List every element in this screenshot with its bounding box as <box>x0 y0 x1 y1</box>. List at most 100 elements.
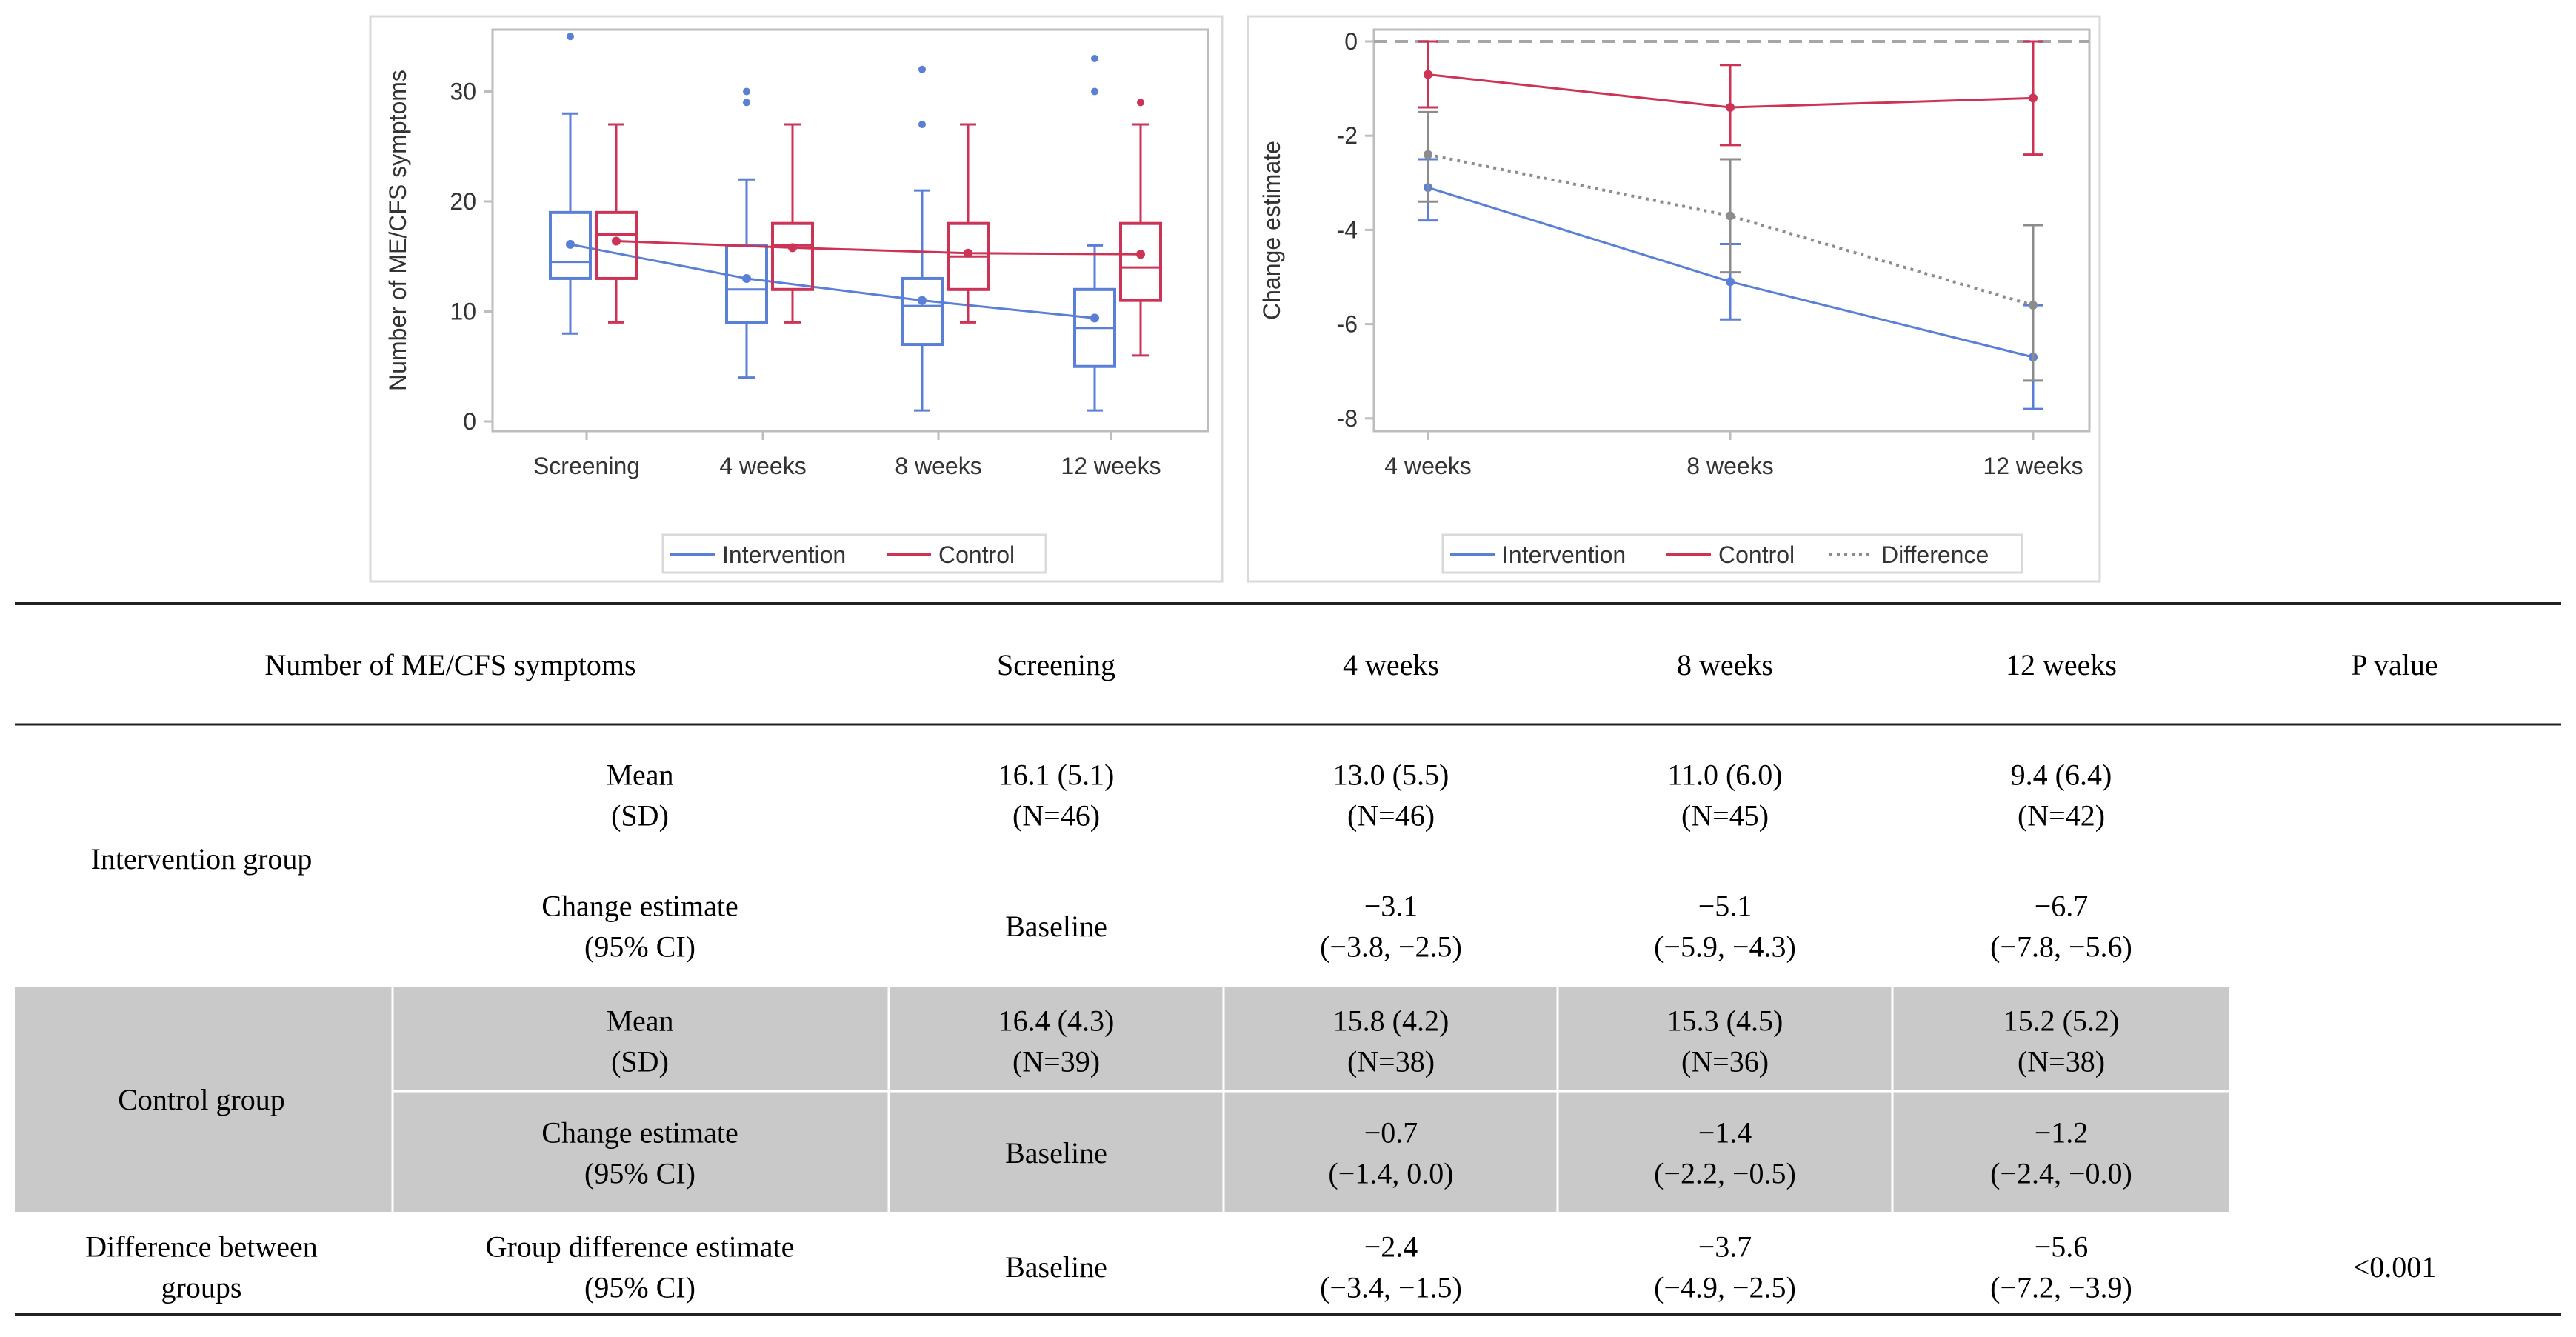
point-difference-0 <box>1418 110 1438 203</box>
x-tick-label: 4 weeks <box>1384 453 1471 479</box>
cell-change: (−5.9, −4.3) <box>1654 930 1796 964</box>
estimate-marker <box>2029 301 2038 310</box>
cell-change: Baseline <box>1005 910 1107 943</box>
x-tick-label: 12 weeks <box>1061 453 1161 479</box>
outlier-point <box>1091 87 1098 96</box>
cell-mean: (N=38) <box>2018 1045 2105 1078</box>
box-control-0 <box>595 123 638 324</box>
box-iqr <box>771 221 814 291</box>
legend2-intervention-label: Intervention <box>1502 541 1626 568</box>
y-tick-label: -4 <box>1337 216 1358 243</box>
mean-marker <box>788 243 797 253</box>
y-tick-label: -2 <box>1337 122 1358 149</box>
box-intervention-0 <box>549 33 592 335</box>
change-legend <box>1441 533 2023 574</box>
results-table: Number of ME/CFS symptoms Screening 4 week… <box>15 602 2561 1316</box>
mean-line-intervention <box>570 243 1095 319</box>
cell-change: −5.1 <box>1698 890 1752 923</box>
point-difference-1 <box>1720 158 1741 274</box>
cell-mean: (N=36) <box>1681 1045 1769 1078</box>
cell-change: (−3.8, −2.5) <box>1320 930 1462 964</box>
header-col: 8 weeks <box>1677 648 1773 681</box>
row-label-difference: (95% CI) <box>584 1271 695 1304</box>
outlier-point <box>1137 99 1144 107</box>
boxplot-layer: 0 10 20 30 Screening 4 weeks 8 weeks 12 weeks <box>450 33 1162 479</box>
mean-marker <box>918 296 927 305</box>
cell-change: (−7.8, −5.6) <box>1990 930 2132 964</box>
boxplot-panel <box>369 15 1224 583</box>
cell-change: −1.4 <box>1698 1116 1752 1150</box>
group-label-difference: Difference between <box>85 1230 318 1264</box>
cell-change: (−1.4, 0.0) <box>1328 1157 1453 1190</box>
cell-mean: 15.2 (5.2) <box>2003 1004 2120 1038</box>
point-control-0 <box>1418 40 1438 109</box>
cell-mean: 15.3 (4.5) <box>1667 1004 1783 1038</box>
estimate-marker <box>2029 93 2038 103</box>
cell-mean: (N=46) <box>1012 799 1100 833</box>
mean-marker <box>1090 313 1099 323</box>
cell-mean: 9.4 (6.4) <box>2011 758 2112 792</box>
cell-mean: (N=39) <box>1012 1045 1100 1078</box>
header-col: Screening <box>997 648 1115 681</box>
box-intervention-3 <box>1073 54 1116 412</box>
y-tick-label: 30 <box>450 79 476 105</box>
row-label-change: Change estimate <box>541 890 738 923</box>
change-layer: 0 -2 -4 -6 -8 4 weeks 8 weeks 12 weeks <box>1337 28 2089 479</box>
header-label: Number of ME/CFS symptoms <box>264 648 635 681</box>
y-tick-label: -6 <box>1337 311 1358 338</box>
row-label-mean: Mean <box>606 758 673 792</box>
y-tick-label: 0 <box>1344 28 1358 55</box>
cell-mean: 11.0 (6.0) <box>1667 758 1782 792</box>
cell-change: (−2.2, −0.5) <box>1654 1157 1796 1190</box>
mean-marker <box>742 273 751 283</box>
cell-change: Baseline <box>1005 1136 1107 1170</box>
box-iqr <box>1119 221 1162 302</box>
estimate-marker <box>1726 211 1735 221</box>
estimate-marker <box>1424 150 1432 159</box>
header-col: P value <box>2351 648 2437 681</box>
box-iqr <box>901 276 944 347</box>
mean-marker <box>1136 250 1145 259</box>
header-col: 12 weeks <box>2006 648 2117 681</box>
mean-line-control <box>615 239 1141 256</box>
cell-mean: (N=46) <box>1347 799 1435 833</box>
row-label-mean: Mean <box>606 1004 673 1038</box>
group-label-intervention: Intervention group <box>91 842 313 876</box>
cell-difference: (−4.9, −2.5) <box>1654 1271 1796 1304</box>
outlier-point <box>918 65 926 73</box>
outlier-point <box>743 99 750 107</box>
cell-change: −1.2 <box>2035 1116 2089 1150</box>
cell-difference: (−7.2, −3.9) <box>1990 1271 2132 1304</box>
mean-marker <box>566 239 575 249</box>
estimate-marker <box>1726 103 1735 113</box>
legend2-control-label: Control <box>1718 541 1795 568</box>
legend2-difference-label: Difference <box>1881 541 1989 568</box>
legend-control-label: Control <box>938 541 1015 568</box>
box-iqr <box>549 210 592 280</box>
box-intervention-2 <box>901 65 944 412</box>
row-label-difference: Group difference estimate <box>486 1230 795 1264</box>
x-tick-label: 8 weeks <box>895 453 981 479</box>
outlier-point <box>918 121 926 129</box>
outlier-point <box>567 33 574 41</box>
outlier-point <box>1091 54 1098 62</box>
cell-difference: −2.4 <box>1364 1230 1418 1264</box>
point-control-1 <box>1720 64 1741 147</box>
cell-mean: (N=45) <box>1681 799 1769 833</box>
boxplot-plot-area <box>491 28 1209 433</box>
y-tick-label: 20 <box>450 188 476 215</box>
y-tick-label: 0 <box>463 408 476 435</box>
change-ylabel: Change estimate <box>1258 141 1285 320</box>
series-line-difference <box>1427 153 2034 307</box>
y-tick-label: -8 <box>1337 405 1358 432</box>
boxplot-ylabel: Number of ME/CFS symptoms <box>384 70 411 391</box>
cell-difference: (−3.4, −1.5) <box>1320 1271 1462 1304</box>
cell-mean: 15.8 (4.2) <box>1333 1004 1449 1038</box>
boxplot-legend <box>661 533 1047 574</box>
x-tick-label: 12 weeks <box>1983 453 2083 479</box>
group-label-control: Control group <box>118 1083 285 1116</box>
box-control-3 <box>1119 99 1162 357</box>
group-label-difference: groups <box>161 1271 242 1304</box>
control-group-shading <box>15 987 2229 1212</box>
